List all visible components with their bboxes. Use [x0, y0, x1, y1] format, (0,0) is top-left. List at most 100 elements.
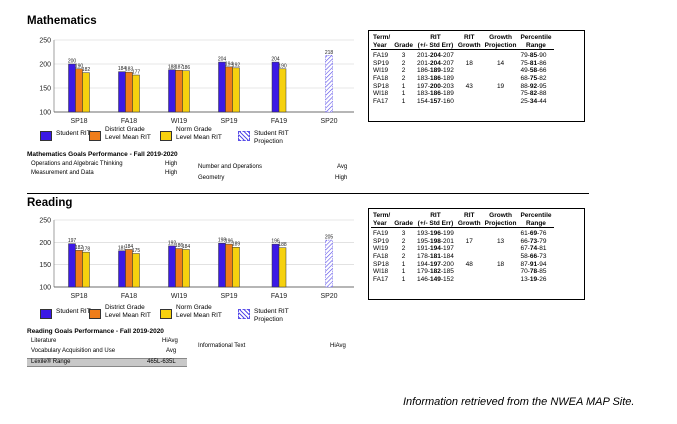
math-bar-student — [168, 69, 176, 113]
table-row: SP18 1 194-197-200 48 18 87-91-94 — [371, 261, 554, 269]
growth-projection-cell: 18 — [496, 260, 505, 268]
reading-bar-norm — [82, 251, 90, 288]
grade-cell: 2 — [401, 59, 406, 67]
growth-projection-cell — [483, 75, 519, 83]
legend-swatch-projection — [238, 309, 250, 319]
reading-table-header-cell: Growth Projection — [484, 212, 517, 227]
grade-cell: 2 — [401, 237, 406, 245]
math-bar-value-label: 204 — [271, 57, 280, 63]
percentile-cell: 25-34-44 — [520, 97, 547, 105]
math-table-header-cell: Grade — [394, 41, 414, 49]
math-y-tick-label: 150 — [39, 86, 51, 93]
math-bar-value-label: 182 — [82, 67, 91, 73]
math-goal-level: Avg — [337, 164, 348, 170]
term-cell: SP18 — [373, 82, 389, 90]
table-row: FA19 3 193-196-199 61-69-76 — [371, 230, 554, 238]
rit-growth-cell: 18 — [465, 59, 473, 67]
math-bar-value-label: 177 — [132, 70, 141, 76]
growth-projection-cell — [483, 52, 519, 60]
table-row: FA18 2 183-186-189 68-75-82 — [371, 75, 554, 83]
math-bar-value-label: 187 — [175, 65, 184, 71]
reading-bar-district — [225, 243, 233, 288]
reading-bar-norm — [182, 249, 190, 288]
math-goal-name: Number and Operations — [198, 164, 263, 170]
math-bar-student — [68, 63, 76, 113]
reading-bar-value-label: 188 — [278, 242, 287, 248]
math-bar-value-label: 190 — [75, 63, 84, 69]
rit-cell: 154-157-160 — [417, 97, 454, 105]
growth-projection-cell: 14 — [496, 59, 505, 67]
legend-district-label: District Grade Level Mean RIT — [105, 304, 151, 319]
legend-swatch-norm — [160, 131, 172, 141]
math-bar-student — [271, 61, 280, 113]
reading-goal-name: Vocabulary Acquisition and Use — [31, 348, 116, 354]
rit-cell: 194-197-200 — [417, 260, 454, 268]
math-bar-value-label: 184 — [118, 66, 127, 72]
term-cell: FA18 — [373, 252, 389, 260]
rit-growth-cell — [456, 276, 483, 284]
legend-swatch-district — [89, 131, 101, 141]
reading-section-title: Reading — [27, 197, 73, 209]
math-bar-norm — [232, 67, 240, 113]
grade-cell: 1 — [401, 260, 406, 268]
table-row: WI18 1 183-186-189 75-82-88 — [371, 90, 554, 98]
rit-growth-cell — [456, 268, 483, 276]
rit-cell: 183-186-189 — [417, 74, 454, 82]
reading-rit-table: Term/Year Grade RIT (+/- Std Err) RIT Growth G… — [371, 212, 554, 283]
math-table-header-cell: RIT Growth — [457, 34, 481, 49]
math-goal-level: High — [165, 161, 178, 167]
reading-bar-district — [125, 249, 133, 288]
math-bar-student — [118, 71, 126, 113]
math-bar-norm — [132, 74, 140, 113]
rit-growth-cell — [456, 75, 483, 83]
reading-bar-norm — [278, 247, 287, 288]
percentile-cell: 13-19-26 — [520, 275, 547, 283]
legend-swatch-projection — [238, 131, 250, 141]
math-goal-name: Operations and Algebraic Thinking — [31, 161, 123, 167]
growth-projection-cell — [483, 253, 519, 261]
source-footer: Information retrieved from the NWEA MAP … — [403, 396, 635, 408]
term-cell: WI19 — [373, 67, 389, 75]
percentile-cell: 58-66-73 — [520, 252, 547, 260]
math-table-header-cell: RIT (+/- Std Err) — [417, 34, 454, 49]
term-cell: FA19 — [373, 52, 389, 60]
grade-cell: 1 — [401, 268, 406, 276]
rit-growth-cell — [456, 90, 483, 98]
rit-cell: 193-196-199 — [417, 230, 454, 238]
legend-swatch-norm — [160, 309, 172, 319]
term-cell: SP18 — [373, 260, 389, 268]
term-cell: WI18 — [373, 90, 389, 98]
reading-bar-value-label: 196 — [225, 239, 234, 245]
math-bar-norm — [82, 72, 90, 113]
growth-projection-cell — [483, 245, 519, 253]
grade-cell: 3 — [401, 230, 406, 238]
table-row: FA19 3 201-204-207 79-85-90 — [371, 52, 554, 60]
reading-bar-value-label: 197 — [68, 238, 77, 244]
math-bar-value-label: 218 — [325, 50, 334, 56]
math-y-tick-label: 200 — [39, 62, 51, 69]
rit-growth-cell — [456, 98, 483, 106]
table-row: SP19 2 201-204-207 18 14 75-81-86 — [371, 60, 554, 68]
reading-bar-student — [218, 242, 226, 288]
rit-cell: 186-189-192 — [417, 67, 454, 75]
reading-rit-chart: 100150200250SP18197182178FA18181184175WI… — [39, 218, 354, 300]
rit-growth-cell — [456, 245, 483, 253]
math-table-header-cell: Term/Year — [373, 34, 391, 49]
grade-cell: 1 — [401, 275, 406, 283]
reading-bar-value-label: 184 — [182, 244, 191, 250]
math-x-tick-label: WI19 — [171, 118, 187, 125]
reading-x-tick-label: SP19 — [220, 293, 237, 300]
math-bar-value-label: 183 — [125, 67, 134, 73]
reading-bar-value-label: 182 — [75, 245, 84, 251]
percentile-cell: 87-91-94 — [520, 260, 547, 268]
reading-bar-value-label: 198 — [218, 238, 227, 244]
reading-y-tick-label: 250 — [39, 218, 51, 225]
reading-bar-value-label: 175 — [132, 248, 141, 254]
grade-cell: 2 — [401, 67, 406, 75]
table-row: SP18 1 197-200-203 43 19 88-92-95 — [371, 83, 554, 91]
reading-bar-projection — [325, 239, 333, 288]
rit-growth-cell — [456, 67, 483, 75]
math-bar-district — [225, 66, 233, 113]
grade-cell: 2 — [401, 245, 406, 253]
grade-cell: 3 — [401, 52, 406, 60]
